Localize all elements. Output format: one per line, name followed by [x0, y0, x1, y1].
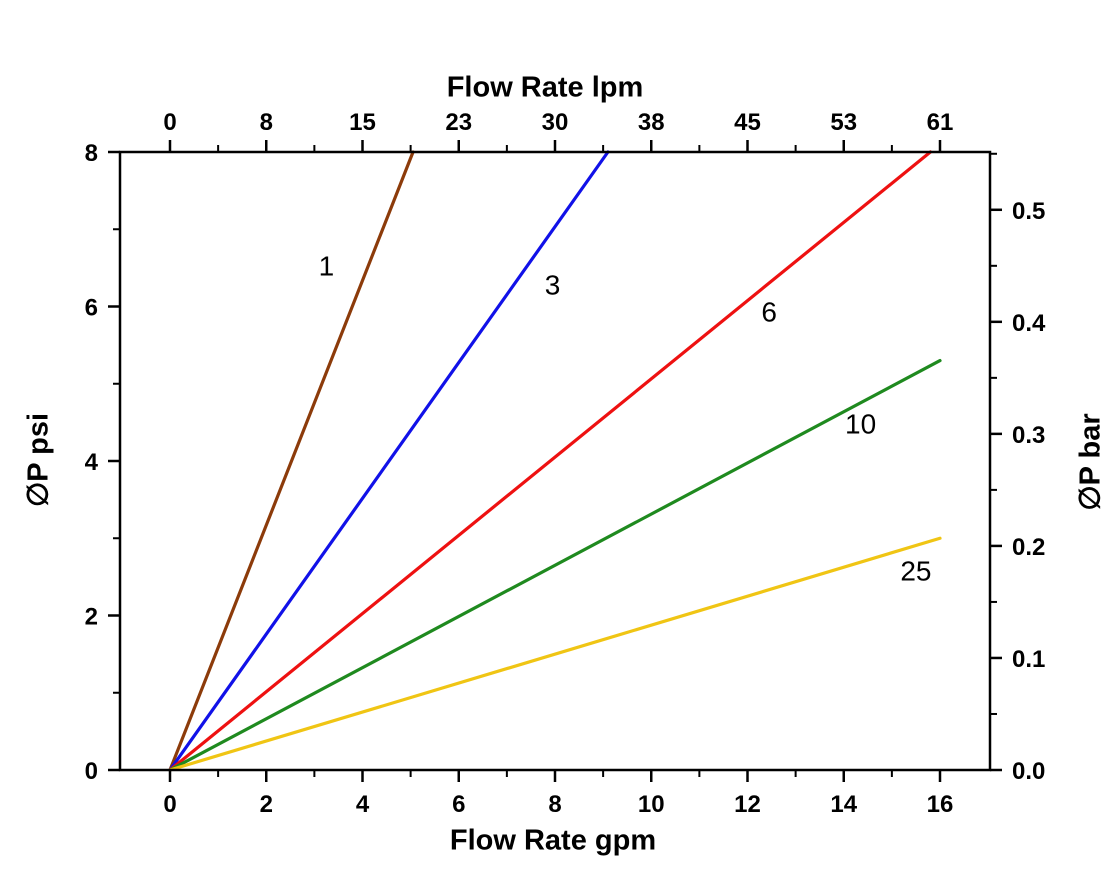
plot-frame [118, 150, 992, 772]
series-line-6 [168, 150, 932, 772]
series-label-6: 6 [761, 297, 777, 328]
y-left-tick-label: 6 [85, 295, 98, 322]
series-label-3: 3 [545, 270, 561, 301]
x-bottom-tick-label: 10 [638, 791, 665, 818]
y-right-tick-label: 0.2 [1012, 534, 1045, 561]
series-line-10 [168, 358, 942, 772]
top-axis-title: Flow Rate lpm [446, 71, 644, 104]
x-bottom-tick-label: 0 [163, 791, 176, 818]
x-bottom-tick-label: 4 [356, 791, 370, 818]
y-left-tick-label: 4 [85, 449, 99, 476]
y-right-tick-label: 0.1 [1012, 646, 1045, 673]
y-right-tick-label: 0.3 [1012, 422, 1045, 449]
x-top-tick-label: 61 [927, 109, 954, 136]
x-top-tick-label: 15 [349, 109, 376, 136]
y-right-tick-label: 0.0 [1012, 758, 1045, 785]
x-top-tick-label: 8 [260, 109, 273, 136]
y-left-tick-label: 2 [85, 604, 98, 631]
x-top-tick-label: 23 [445, 109, 472, 136]
x-top-tick-label: 38 [638, 109, 665, 136]
y-left-tick-label: 0 [85, 758, 98, 785]
series-label-1: 1 [319, 250, 335, 281]
x-top-tick-label: 0 [163, 109, 176, 136]
series-line-1 [168, 150, 415, 772]
series-label-10: 10 [845, 409, 876, 440]
series-label-25: 25 [900, 555, 931, 586]
y-right-tick-label: 0.4 [1012, 310, 1046, 337]
x-bottom-tick-label: 16 [927, 791, 954, 818]
bottom-axis-title: Flow Rate gpm [449, 824, 657, 857]
right-axis-title: ∅P bar [1074, 413, 1107, 511]
x-bottom-tick-label: 12 [734, 791, 761, 818]
series-line-25 [168, 536, 942, 772]
x-bottom-tick-label: 14 [830, 791, 857, 818]
x-bottom-tick-label: 6 [452, 791, 465, 818]
x-top-tick-label: 45 [734, 109, 761, 136]
x-top-tick-label: 53 [830, 109, 857, 136]
left-axis-title: ∅P psi [22, 412, 55, 508]
x-bottom-tick-label: 2 [260, 791, 273, 818]
y-right-tick-label: 0.5 [1012, 198, 1045, 225]
y-left-tick-label: 8 [85, 140, 98, 167]
series-line-3 [168, 150, 610, 772]
x-bottom-tick-label: 8 [548, 791, 561, 818]
x-top-tick-label: 30 [542, 109, 569, 136]
